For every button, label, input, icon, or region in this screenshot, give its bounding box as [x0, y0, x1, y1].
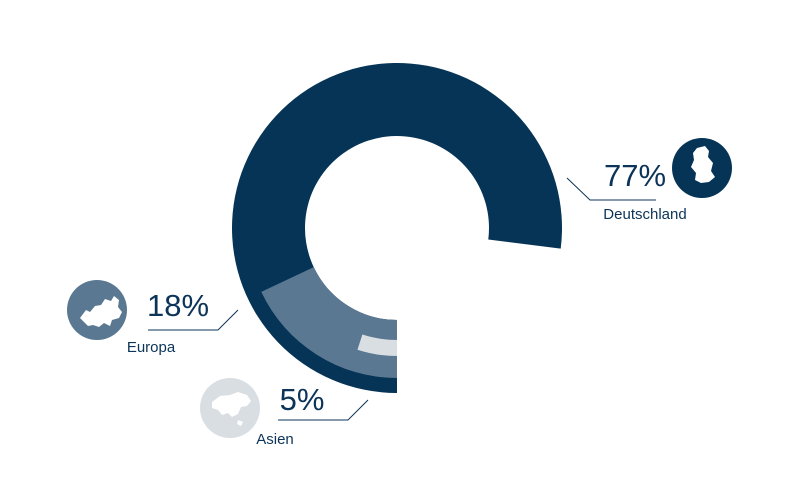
- icon-deutschland: [672, 138, 732, 198]
- value-label: 18%: [147, 288, 209, 323]
- value-label: 5%: [280, 382, 325, 417]
- donut-segment: [357, 334, 397, 356]
- icon-asien: [200, 378, 260, 438]
- donut-segment: [261, 267, 397, 378]
- donut: [231, 62, 562, 394]
- leader-line: [148, 309, 239, 331]
- icon-europa: [67, 280, 127, 340]
- leader-line: [566, 177, 656, 201]
- category-label: Deutschland: [603, 206, 686, 223]
- category-label: Asien: [256, 431, 294, 448]
- value-label: 77%: [604, 158, 666, 193]
- leader-line: [278, 399, 369, 421]
- category-label: Europa: [127, 339, 176, 356]
- labels: 77% Deutschland 18% Europa 5% Asien: [127, 158, 687, 448]
